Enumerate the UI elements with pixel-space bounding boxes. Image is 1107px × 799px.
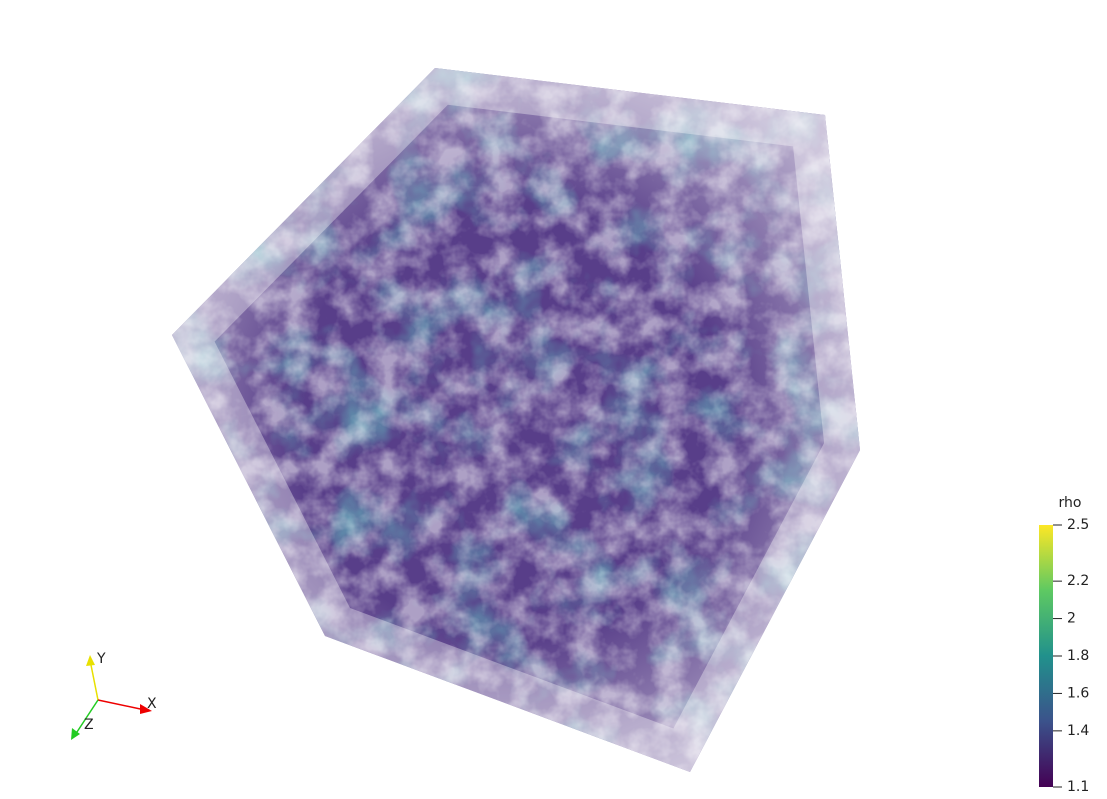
axis-label: X (147, 696, 157, 712)
tick-label: 1.4 (1067, 723, 1089, 739)
tick-label: 1.1 (1067, 779, 1089, 795)
axis-label: Z (84, 717, 94, 733)
color-legend: rho 1.1 1.4 1.6 1.8 2 2.2 2.5 (1039, 495, 1089, 795)
color-bar (1039, 525, 1053, 787)
axis-label: Y (96, 651, 106, 667)
orientation-axes: Y X Z (71, 651, 157, 740)
tick-label: 2.5 (1067, 517, 1089, 533)
volume-render (172, 68, 860, 772)
legend-title: rho (1059, 495, 1082, 511)
tick-label: 2.2 (1067, 573, 1089, 589)
tick-label: 1.6 (1067, 685, 1089, 701)
tick-label: 1.8 (1067, 648, 1089, 664)
tick-label: 2 (1067, 611, 1076, 627)
